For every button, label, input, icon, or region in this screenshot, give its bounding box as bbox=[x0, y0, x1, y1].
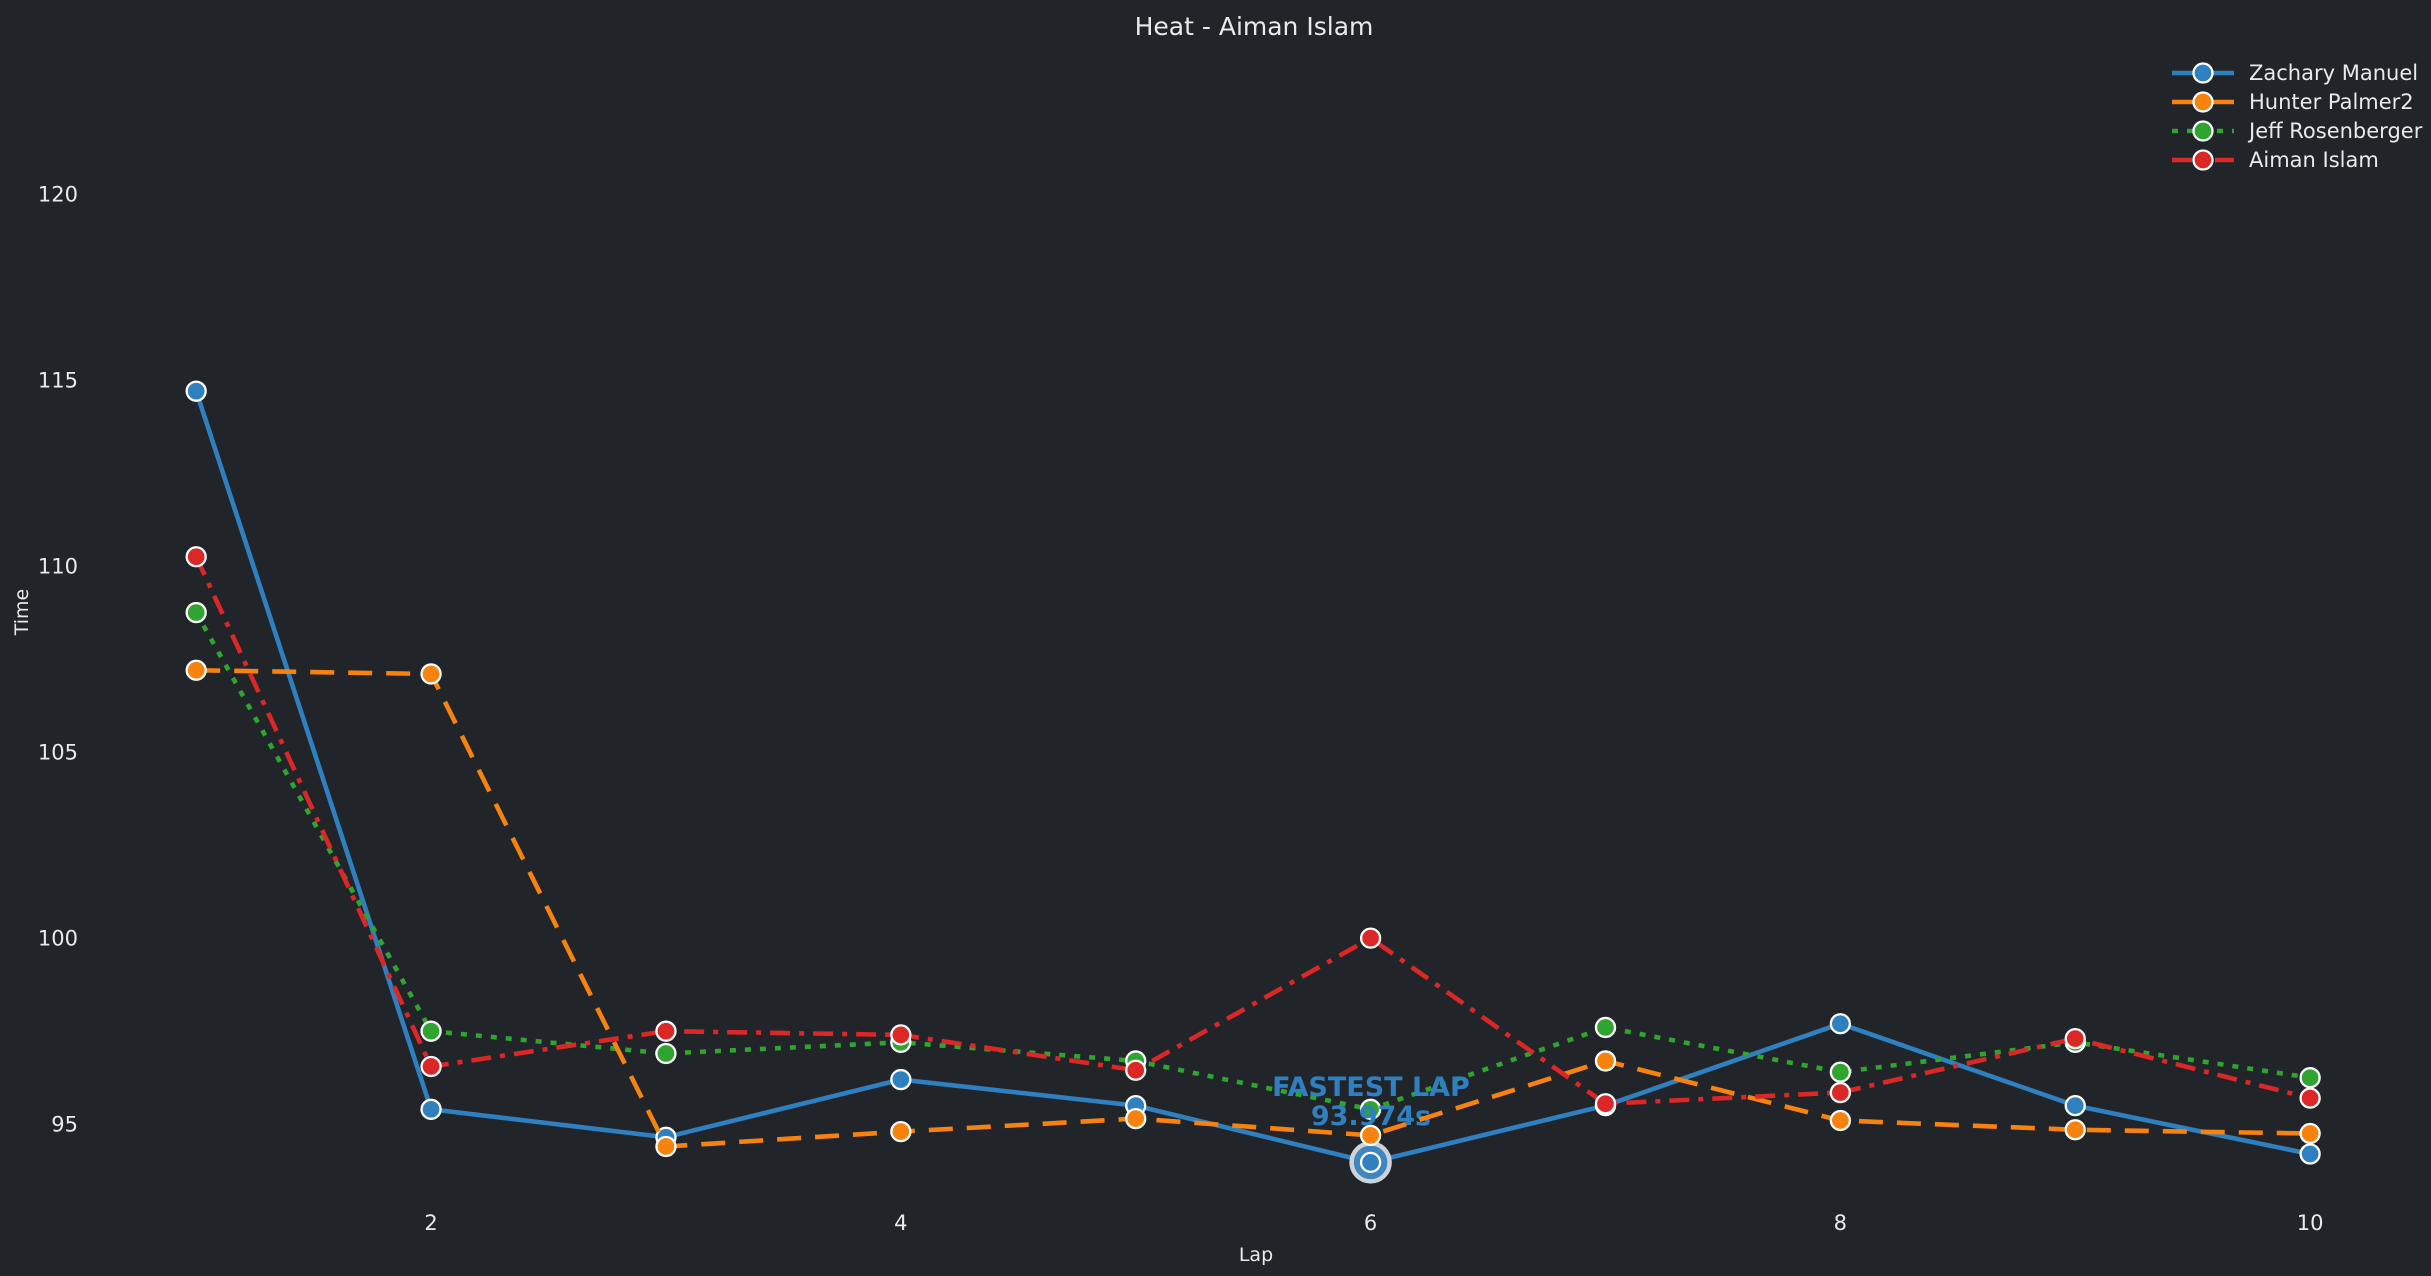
legend-label: Aiman Islam bbox=[2249, 147, 2379, 172]
legend: Zachary Manuel Hunter Palmer2 Jeff Rosenbe… bbox=[2170, 58, 2422, 174]
data-point-marker bbox=[1359, 1124, 1382, 1147]
data-point-marker bbox=[655, 1135, 677, 1158]
data-point-marker bbox=[890, 1068, 912, 1091]
chart-front-layer bbox=[185, 546, 2321, 1158]
data-point-marker bbox=[420, 663, 442, 685]
legend-item-1: Hunter Palmer2 bbox=[2170, 87, 2422, 116]
data-point-marker bbox=[185, 380, 207, 402]
data-point-marker bbox=[2299, 1087, 2321, 1109]
series-line-0 bbox=[194, 390, 2311, 1165]
legend-label: Jeff Rosenberger bbox=[2249, 118, 2423, 143]
data-point-marker bbox=[2299, 1143, 2321, 1165]
y-tick-label: 120 bbox=[38, 182, 78, 206]
x-tick-label: 4 bbox=[894, 1211, 907, 1235]
x-tick-label: 6 bbox=[1364, 1211, 1377, 1235]
series-line-1 bbox=[196, 667, 2311, 1149]
legend-item-3: Aiman Islam bbox=[2170, 145, 2422, 174]
x-tick-label: 10 bbox=[2297, 1211, 2324, 1235]
data-point-marker bbox=[2299, 1067, 2321, 1089]
data-point-marker bbox=[1125, 1059, 1147, 1081]
x-axis-label: Lap bbox=[1238, 1244, 1274, 1266]
data-point-marker bbox=[185, 546, 207, 568]
data-point-marker bbox=[420, 1020, 442, 1042]
data-point-marker bbox=[1594, 1093, 1617, 1115]
data-point-marker bbox=[185, 659, 207, 681]
legend-marker-icon bbox=[2172, 61, 2234, 84]
data-point-marker bbox=[2064, 1094, 2086, 1117]
legend-marker-icon bbox=[2172, 119, 2234, 142]
y-tick-label: 100 bbox=[38, 927, 78, 951]
legend-label: Zachary Manuel bbox=[2249, 60, 2419, 85]
data-point-marker bbox=[1359, 927, 1382, 949]
legend-marker-icon bbox=[2172, 90, 2234, 113]
data-point-marker bbox=[1594, 1016, 1617, 1039]
y-tick-label: 115 bbox=[38, 369, 78, 393]
chart-title: Heat - Aiman Islam bbox=[1134, 12, 1374, 41]
data-point-marker bbox=[1829, 1061, 1852, 1083]
data-point-marker bbox=[420, 1055, 442, 1078]
fastest-lap-annotation-title: FASTEST LAP bbox=[1272, 1072, 1470, 1103]
data-point-marker bbox=[890, 1120, 912, 1143]
data-point-marker bbox=[1829, 1013, 1852, 1035]
data-point-marker bbox=[420, 1098, 442, 1120]
data-point-marker bbox=[1359, 1098, 1382, 1120]
data-point-marker bbox=[1359, 1151, 1382, 1174]
data-point-marker bbox=[890, 1024, 912, 1046]
y-axis-label: Time bbox=[11, 588, 33, 636]
data-point-marker bbox=[2299, 1122, 2321, 1145]
legend-label: Hunter Palmer2 bbox=[2249, 89, 2414, 114]
x-tick-label: 2 bbox=[424, 1211, 437, 1235]
data-point-marker bbox=[1594, 1050, 1617, 1072]
legend-marker-icon bbox=[2172, 148, 2234, 171]
data-point-marker bbox=[1125, 1107, 1147, 1130]
data-point-marker bbox=[1829, 1081, 1852, 1104]
legend-item-2: Jeff Rosenberger bbox=[2170, 116, 2422, 145]
data-point-marker bbox=[2064, 1119, 2086, 1141]
series-line-2 bbox=[194, 611, 2311, 1112]
legend-item-0: Zachary Manuel bbox=[2170, 58, 2422, 87]
data-point-marker bbox=[655, 1020, 677, 1042]
y-tick-label: 95 bbox=[51, 1113, 78, 1137]
data-point-marker bbox=[2064, 1027, 2086, 1050]
y-tick-label: 105 bbox=[38, 741, 78, 765]
data-point-marker bbox=[185, 601, 207, 624]
chart-back-layer: 95 100 105 110 115 120 2 4 6 8 10 bbox=[38, 182, 2324, 1235]
series-line-3 bbox=[194, 555, 2311, 1107]
y-tick-label: 110 bbox=[38, 555, 78, 579]
x-tick-label: 8 bbox=[1834, 1211, 1847, 1235]
data-point-marker bbox=[655, 1042, 677, 1065]
data-point-marker bbox=[1829, 1109, 1852, 1132]
